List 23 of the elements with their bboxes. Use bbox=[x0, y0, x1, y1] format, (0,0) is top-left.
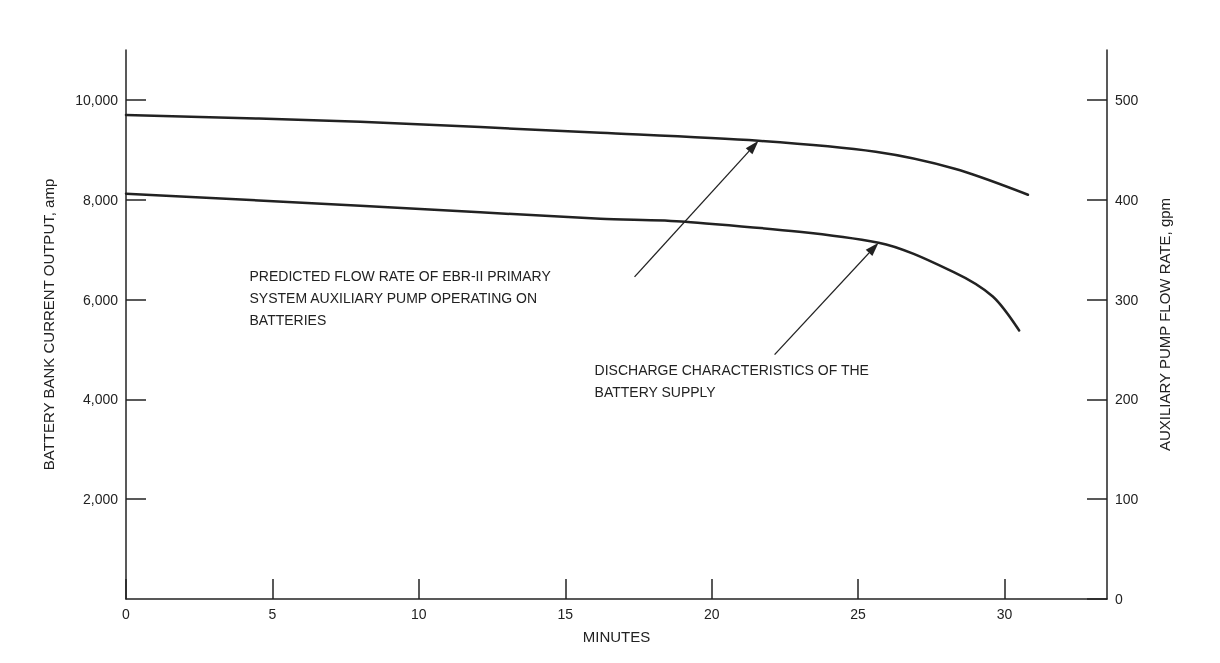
x-axis-title: MINUTES bbox=[582, 628, 651, 645]
x-tick-label: 25 bbox=[850, 606, 867, 622]
y2-tick-label: 500 bbox=[1115, 91, 1139, 108]
y2-tick-label: 300 bbox=[1115, 291, 1139, 308]
y-tick-label: 4,000 bbox=[82, 391, 119, 408]
y2-tick-label: 100 bbox=[1115, 491, 1139, 508]
x-tick-label: 30 bbox=[996, 606, 1013, 622]
y2-tick-label: 200 bbox=[1115, 391, 1139, 408]
x-tick-label: 0 bbox=[122, 606, 131, 622]
y-tick-label: 10,000 bbox=[75, 91, 119, 108]
x-tick-label: 20 bbox=[703, 606, 720, 622]
annotation: DISCHARGE CHARACTERISTICS OF THE BATTERY SUPPLY bbox=[594, 361, 873, 400]
annotation: PREDICTED FLOW RATE OF EBR-II PRIMARY SYSTEM AUXILIARY PUMP OPERATING ON BATTERIES bbox=[249, 267, 555, 328]
y-tick-label: 6,000 bbox=[82, 291, 119, 308]
y2-axis-title: AUXILIARY PUMP FLOW RATE, gpm bbox=[1156, 197, 1173, 452]
y-axis-title: BATTERY BANK CURRENT OUTPUT, amp bbox=[40, 178, 57, 471]
y-tick-label: 8,000 bbox=[82, 191, 119, 208]
x-tick-label: 10 bbox=[411, 606, 427, 622]
x-tick-label: 15 bbox=[557, 606, 574, 622]
x-tick-label: 5 bbox=[268, 606, 277, 622]
y2-tick-label: 0 bbox=[1115, 591, 1123, 607]
y-tick-label: 2,000 bbox=[82, 491, 119, 508]
y2-tick-label: 400 bbox=[1115, 191, 1139, 208]
